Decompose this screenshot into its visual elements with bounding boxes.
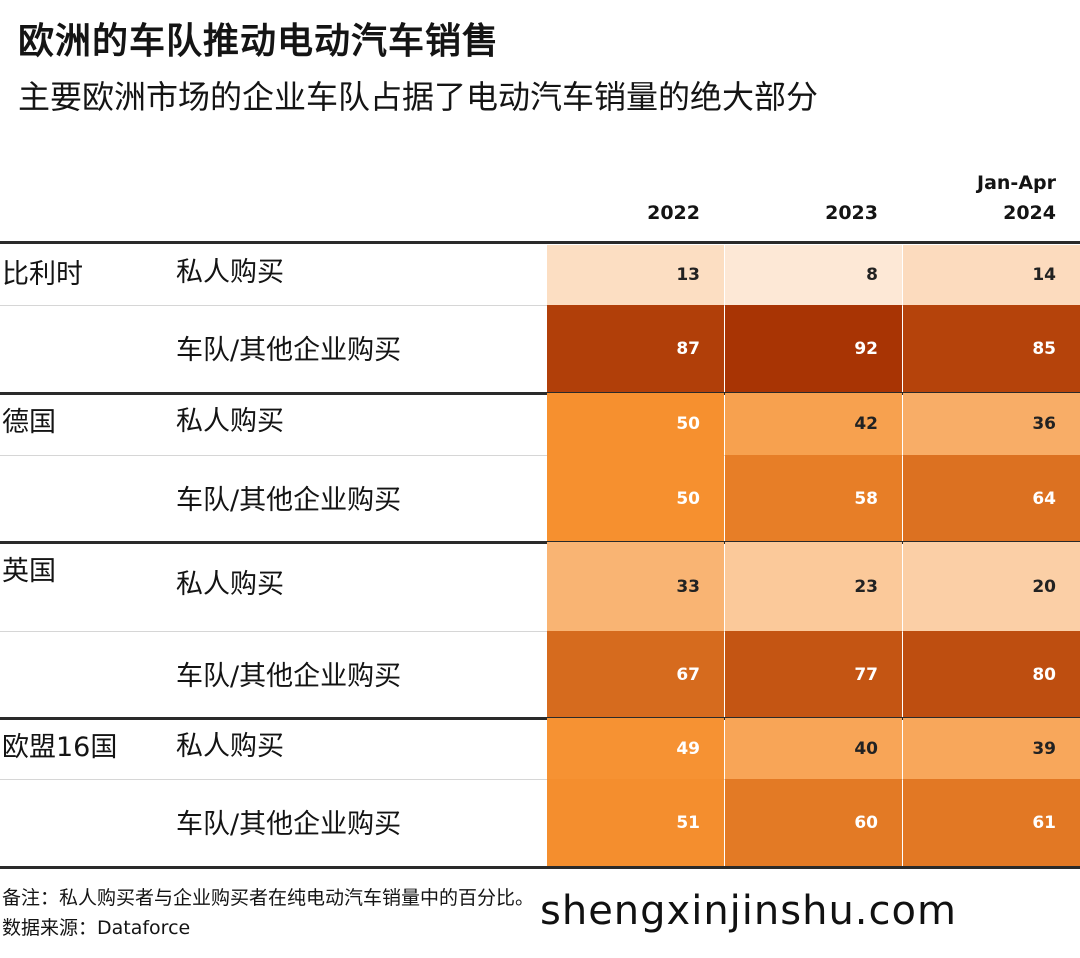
- heat-cell: 60: [725, 779, 902, 867]
- heat-cell: 14: [903, 245, 1080, 305]
- heat-cell: 64: [903, 455, 1080, 542]
- group-divider: [0, 541, 1080, 544]
- heat-cell: 49: [547, 718, 724, 779]
- page-title: 欧洲的车队推动电动汽车销售: [18, 21, 500, 62]
- country-label: 欧盟16国: [2, 732, 118, 763]
- column-header-year: 2022: [647, 202, 700, 224]
- heat-cell: 8: [725, 245, 902, 305]
- watermark: shengxinjinshu.com: [540, 888, 957, 934]
- buyer-type-label: 车队/其他企业购买: [176, 485, 402, 516]
- page-subtitle: 主要欧洲市场的企业车队占据了电动汽车销量的绝大部分: [18, 78, 819, 116]
- column-header: 2022: [547, 198, 700, 228]
- heat-cell: 13: [547, 245, 724, 305]
- footnote: 备注：私人购买者与企业购买者在纯电动汽车销量中的百分比。: [2, 887, 535, 909]
- buyer-type-label: 车队/其他企业购买: [176, 335, 402, 366]
- heat-cell: 51: [547, 779, 724, 867]
- country-label: 比利时: [2, 259, 83, 290]
- heat-cell: 80: [903, 631, 1080, 718]
- heat-cell: 50: [547, 393, 724, 455]
- buyer-type-label: 车队/其他企业购买: [176, 661, 402, 692]
- buyer-type-label: 私人购买: [176, 569, 284, 600]
- heat-cell: 50: [547, 455, 724, 542]
- heat-cell: 85: [903, 305, 1080, 393]
- buyer-type-label: 私人购买: [176, 257, 284, 288]
- row-divider: [0, 305, 1080, 306]
- heat-cell: 23: [725, 542, 902, 631]
- heat-cell: 61: [903, 779, 1080, 867]
- heat-cell: 77: [725, 631, 902, 718]
- buyer-type-label: 车队/其他企业购买: [176, 809, 402, 840]
- column-header: 2023: [725, 198, 878, 228]
- heat-cell: 33: [547, 542, 724, 631]
- source-note: 数据来源：Dataforce: [2, 917, 191, 939]
- group-divider: [0, 866, 1080, 869]
- heat-cell: 39: [903, 718, 1080, 779]
- heat-cell: 92: [725, 305, 902, 393]
- heat-cell: 20: [903, 542, 1080, 631]
- column-header-line: Jan-Apr: [977, 172, 1056, 194]
- row-divider: [0, 779, 1080, 780]
- heat-cell: 40: [725, 718, 902, 779]
- column-header-year: 2024: [1003, 202, 1056, 224]
- column-header-year: 2023: [825, 202, 878, 224]
- heat-cell: 58: [725, 455, 902, 542]
- heat-cell: 87: [547, 305, 724, 393]
- heat-cell: 67: [547, 631, 724, 718]
- heat-cell: 36: [903, 393, 1080, 455]
- header-rule: [0, 241, 1080, 244]
- country-label: 德国: [2, 407, 56, 438]
- heat-cell: 42: [725, 393, 902, 455]
- row-divider: [0, 631, 1080, 632]
- group-divider: [0, 392, 1080, 395]
- country-label: 英国: [2, 556, 56, 587]
- buyer-type-label: 私人购买: [176, 406, 284, 437]
- column-header: Jan-Apr 2024: [903, 168, 1056, 228]
- row-divider: [0, 455, 1080, 456]
- group-divider: [0, 717, 1080, 720]
- buyer-type-label: 私人购买: [176, 731, 284, 762]
